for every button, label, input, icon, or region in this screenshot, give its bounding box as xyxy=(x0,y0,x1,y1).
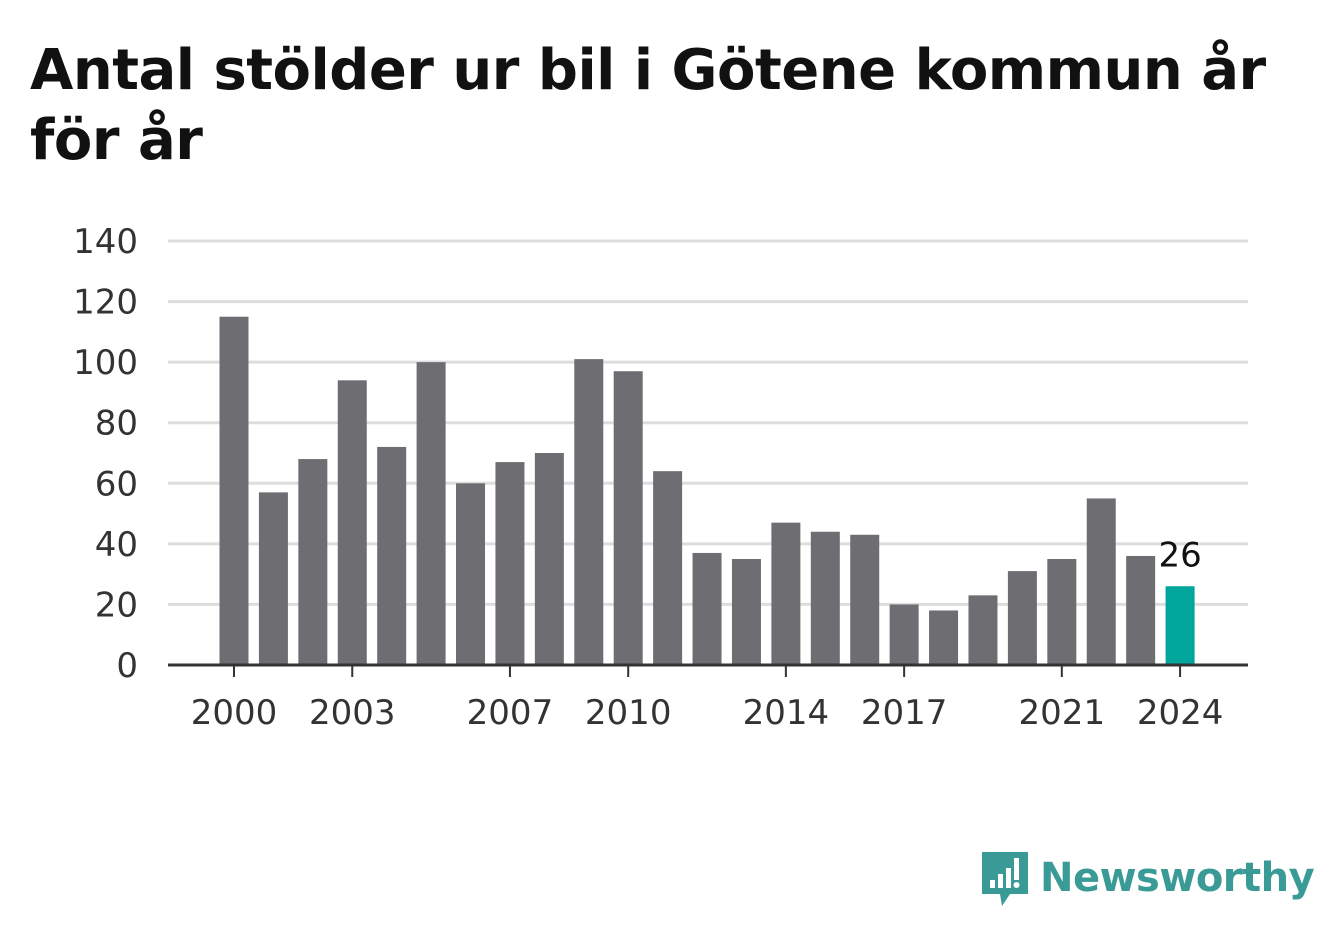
data-label-highlight: 26 xyxy=(1158,535,1201,575)
x-tick-label: 2007 xyxy=(467,693,554,733)
x-tick-label: 2021 xyxy=(1019,693,1106,733)
bar xyxy=(1086,498,1116,665)
x-tick-label: 2024 xyxy=(1137,693,1224,733)
x-tick-label: 2003 xyxy=(309,693,396,733)
bar xyxy=(377,446,407,665)
bar xyxy=(258,492,288,665)
y-tick-label: 60 xyxy=(95,464,138,504)
bar xyxy=(337,380,367,665)
x-tick-label: 2010 xyxy=(585,693,672,733)
bar xyxy=(889,604,919,665)
newsworthy-logo-icon xyxy=(982,852,1028,906)
x-tick-label: 2017 xyxy=(861,693,948,733)
x-tick-label: 2000 xyxy=(191,693,278,733)
chart-title: Antal stölder ur bil i Götene kommun år … xyxy=(30,38,1266,173)
bar xyxy=(850,534,880,665)
y-tick-label: 140 xyxy=(73,222,138,262)
bar xyxy=(495,462,525,665)
bar xyxy=(534,453,564,665)
bar xyxy=(692,552,722,665)
gridlines xyxy=(168,239,1248,606)
y-tick-label: 80 xyxy=(95,404,138,444)
y-tick-label: 40 xyxy=(95,525,138,565)
bar xyxy=(1047,559,1077,665)
y-axis-ticks: 0 20 40 60 80 100 120 140 xyxy=(73,222,138,686)
bar xyxy=(1007,571,1037,665)
x-axis: 2000 2003 2007 2010 2014 2017 2021 2024 xyxy=(168,663,1248,733)
bar xyxy=(1126,555,1156,665)
bars xyxy=(219,316,1195,665)
bar xyxy=(574,359,604,665)
data-labels: 26 xyxy=(1158,535,1201,575)
bar xyxy=(929,610,959,665)
bar xyxy=(613,371,643,665)
bar-highlight xyxy=(1165,586,1195,665)
brand-logo: Newsworthy xyxy=(980,848,1315,908)
brand-name: Newsworthy xyxy=(1040,855,1315,901)
bar xyxy=(810,531,840,665)
y-tick-label: 20 xyxy=(95,585,138,625)
x-tick-label: 2014 xyxy=(743,693,830,733)
bar xyxy=(731,559,761,665)
bar xyxy=(416,362,446,665)
y-tick-label: 100 xyxy=(73,343,138,383)
bar xyxy=(771,522,801,665)
bar xyxy=(219,316,249,665)
bar xyxy=(653,471,683,665)
y-tick-label: 0 xyxy=(116,646,138,686)
bar xyxy=(298,459,328,665)
bar xyxy=(968,595,998,665)
y-tick-label: 120 xyxy=(73,283,138,323)
bar xyxy=(456,483,486,665)
